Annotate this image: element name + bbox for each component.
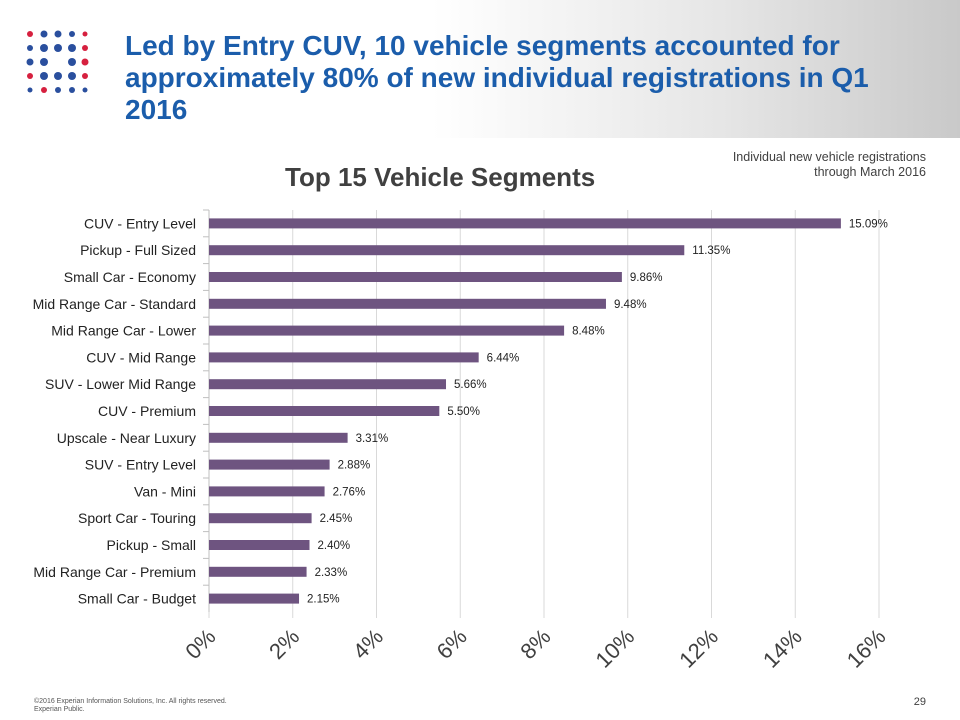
value-label: 2.76% — [333, 486, 366, 498]
value-label: 2.40% — [318, 540, 351, 552]
bar — [209, 566, 307, 577]
page-number: 29 — [913, 696, 926, 708]
chart-title: Top 15 Vehicle Segments — [285, 162, 596, 192]
bar — [209, 513, 312, 524]
logo-dot — [40, 58, 48, 66]
logo-dot — [69, 87, 75, 93]
logo-dot — [82, 45, 88, 51]
value-label: 5.50% — [447, 406, 480, 418]
bar — [209, 352, 479, 363]
bar — [209, 486, 325, 497]
logo-dot — [40, 72, 48, 80]
logo-dot — [27, 73, 33, 79]
bar — [209, 459, 330, 470]
x-tick-label: 4% — [348, 624, 388, 664]
value-label: 6.44% — [487, 352, 520, 364]
bar — [209, 593, 300, 604]
bar — [209, 406, 440, 416]
bar — [209, 272, 622, 282]
subtitle-line-2: through March 2016 — [814, 165, 926, 179]
logo-dot — [68, 44, 76, 52]
category-label: Small Car - Budget — [78, 591, 196, 607]
logo-dot — [68, 72, 76, 80]
bar — [209, 432, 348, 443]
logo-dot — [55, 87, 61, 93]
logo-dot — [54, 44, 62, 52]
value-label: 15.09% — [849, 218, 888, 230]
x-tick-label: 8% — [515, 624, 555, 664]
category-label: Mid Range Car - Lower — [51, 323, 196, 339]
logo-dot — [82, 31, 88, 37]
value-label: 5.66% — [454, 379, 487, 391]
category-label: SUV - Lower Mid Range — [45, 376, 196, 392]
value-label: 2.33% — [315, 567, 348, 579]
logo-dot — [40, 30, 48, 38]
slide-title: Led by Entry CUV, 10 vehicle segments ac… — [125, 30, 869, 125]
x-tick-label: 0% — [180, 624, 220, 664]
logo-dot — [27, 87, 33, 93]
logo-dot — [68, 58, 76, 66]
x-tick-label: 2% — [264, 624, 304, 664]
category-label: Mid Range Car - Standard — [33, 296, 196, 312]
category-label: Pickup - Small — [107, 537, 196, 553]
logo-dot — [54, 30, 62, 38]
category-label: Pickup - Full Sized — [80, 242, 196, 258]
logo-dot — [41, 87, 47, 93]
logo-dot — [27, 31, 33, 37]
copyright-text: ©2016 Experian Information Solutions, In… — [34, 698, 227, 705]
category-label: Sport Car - Touring — [78, 510, 196, 526]
value-label: 2.15% — [307, 594, 340, 606]
category-label: SUV - Entry Level — [85, 457, 196, 473]
x-tick-label: 6% — [432, 624, 472, 664]
bar — [209, 218, 841, 229]
category-label: Van - Mini — [134, 483, 196, 499]
logo-dot — [82, 87, 88, 93]
value-label: 2.45% — [320, 513, 353, 525]
logo-dot — [26, 58, 34, 66]
bar — [209, 298, 606, 309]
category-label: Small Car - Economy — [64, 269, 196, 285]
category-label: Mid Range Car - Premium — [33, 564, 196, 580]
x-tick-label: 12% — [674, 624, 723, 673]
category-label: Upscale - Near Luxury — [57, 430, 196, 446]
value-label: 3.31% — [356, 433, 389, 445]
category-label: CUV - Mid Range — [86, 349, 196, 365]
logo-dot — [69, 31, 75, 37]
value-label: 8.48% — [572, 326, 605, 338]
logo-dot — [81, 58, 89, 66]
value-label: 11.35% — [692, 245, 730, 257]
x-tick-label: 14% — [758, 624, 807, 673]
x-tick-label: 10% — [590, 624, 639, 673]
logo-dot — [54, 72, 62, 80]
value-label: 9.48% — [614, 299, 647, 311]
bar — [209, 379, 447, 390]
slide-header: Led by Entry CUV, 10 vehicle segments ac… — [0, 0, 960, 138]
value-label: 2.88% — [338, 460, 371, 472]
bar-chart: 0% 2% 4% 6% 8% 10% 12% 14% 16% CUV - Entry Level 1… — [33, 209, 891, 673]
category-label: CUV - Premium — [98, 403, 196, 419]
value-label: 9.86% — [630, 272, 663, 284]
logo-dot — [40, 44, 48, 52]
bar — [209, 540, 310, 550]
bar — [209, 325, 565, 336]
logo-dot — [82, 73, 88, 79]
footer: ©2016 Experian Information Solutions, In… — [34, 698, 227, 714]
experian-logo-icon — [26, 30, 89, 93]
subtitle-line-1: Individual new vehicle registrations — [732, 150, 926, 164]
chart-subtitle: Individual new vehicle registrations thr… — [733, 150, 926, 180]
bar — [209, 245, 685, 256]
x-tick-label: 16% — [842, 624, 891, 673]
classification-text: Experian Public. — [34, 706, 85, 713]
category-label: CUV - Entry Level — [84, 215, 196, 231]
logo-dot — [27, 45, 33, 51]
